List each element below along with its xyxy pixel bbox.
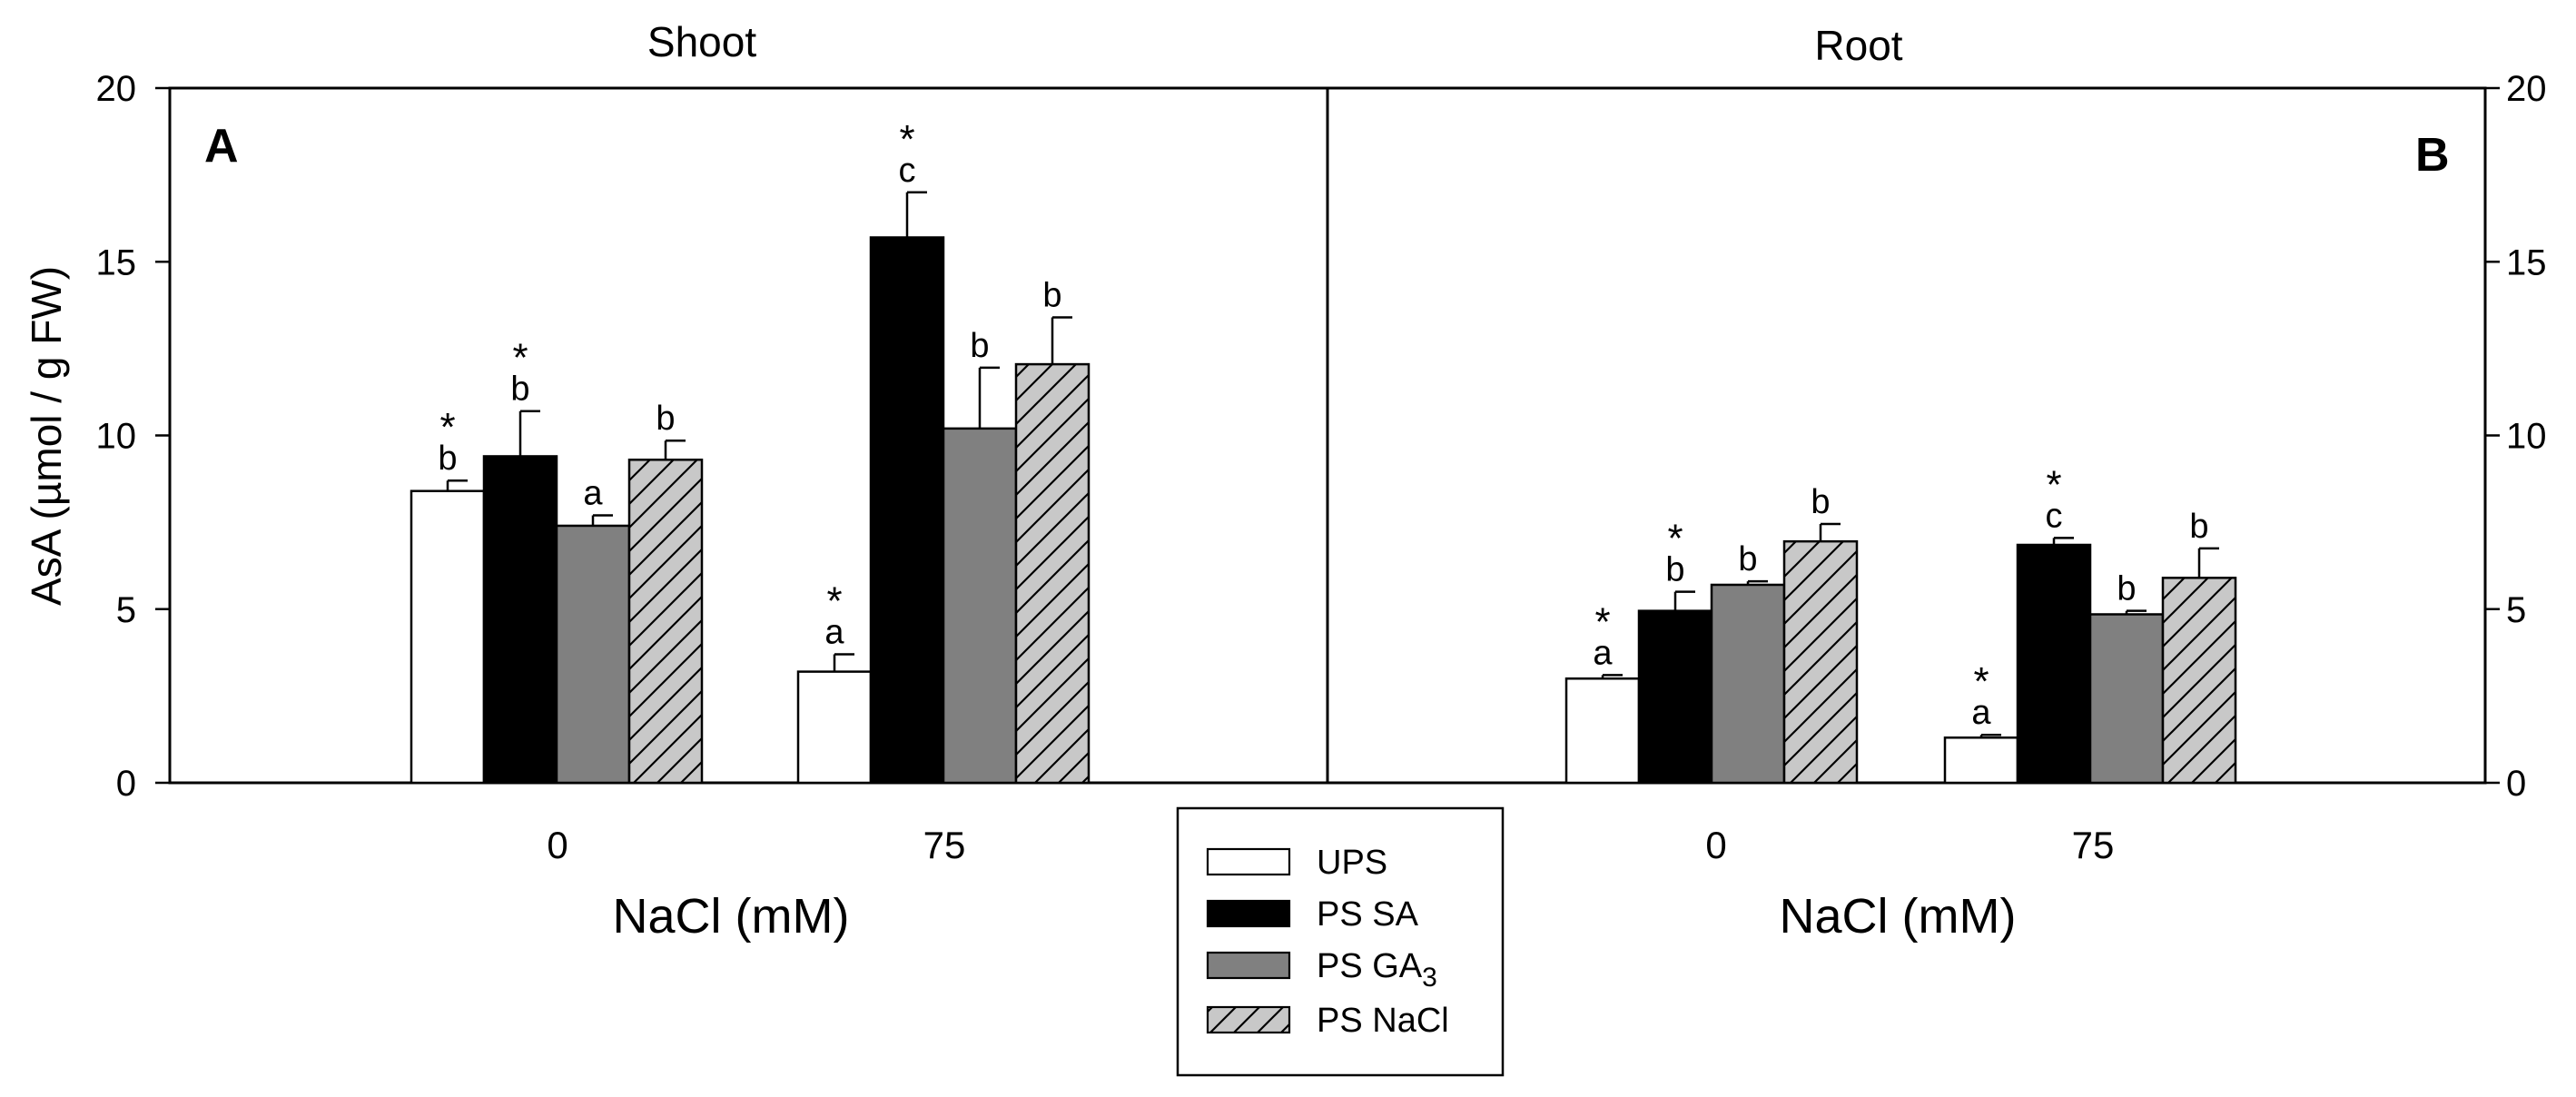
letter-panel-b-ps-sa-0: b — [1665, 551, 1684, 589]
letter-panel-b-ups-0: a — [1593, 634, 1613, 672]
letter-panel-a-ps-ga3-75: b — [970, 327, 989, 365]
letter-panel-a-ps-sa-0: b — [510, 371, 529, 409]
star-panel-b-ps-sa-75: * — [2046, 462, 2061, 507]
panel-b-category-label: 0 — [1705, 824, 1726, 866]
star-panel-b-ps-sa-0: * — [1667, 517, 1683, 561]
panel-a-y-axis: 0 5 10 15 20 — [96, 69, 170, 804]
bar-panel-a-ps-nacl-0 — [627, 459, 704, 785]
letter-panel-b-ps-ga3-75: b — [2117, 570, 2136, 608]
bar-panel-b-ups-0 — [1564, 677, 1641, 785]
panel-a-ylabel: AsA (µmol / g FW) — [23, 266, 70, 606]
legend-label-ps-ga3-main: PS GA — [1317, 947, 1423, 985]
letter-panel-b-ps-ga3-0: b — [1738, 540, 1757, 578]
letter-panel-a-ps-ga3-0: a — [583, 474, 603, 512]
panel-a-y-tick-label: 15 — [96, 242, 137, 282]
letter-panel-a-ps-sa-75: c — [899, 152, 916, 190]
panel-b-y-tick-label: 20 — [2506, 69, 2547, 109]
legend-label-ps-ga3: PS GA3 — [1317, 947, 1437, 993]
panel-b-y-tick-label: 5 — [2506, 590, 2526, 630]
bar-panel-b-ps-ga3-75 — [2088, 613, 2165, 785]
bar-panel-b-ps-nacl-0 — [1782, 539, 1859, 785]
panel-a-x-axis: 0 75 — [547, 824, 965, 866]
panel-a-category-label: 75 — [923, 824, 966, 866]
letter-panel-b-ps-nacl-75: b — [2189, 508, 2208, 546]
bar-panel-b-ps-sa-75 — [2016, 543, 2092, 785]
panel-a-category-label: 0 — [547, 824, 568, 866]
panel-b-x-axis: 0 75 — [1705, 824, 2114, 866]
panel-a-letter: A — [204, 120, 239, 173]
panel-a-y-tick-label: 5 — [116, 590, 136, 630]
panel-a-y-tick-label: 0 — [116, 764, 136, 804]
bar-panel-a-ups-75 — [796, 670, 873, 785]
legend-swatch-ps-nacl — [1206, 1005, 1291, 1034]
letter-panel-a-ps-nacl-0: b — [656, 400, 675, 438]
legend-label-ps-nacl: PS NaCl — [1317, 1002, 1449, 1040]
letter-panel-a-ps-nacl-75: b — [1042, 276, 1061, 314]
legend-swatch-ups — [1206, 847, 1291, 876]
star-panel-b-ups-0: * — [1594, 599, 1610, 644]
bar-panel-a-ps-nacl-75 — [1014, 362, 1091, 785]
panel-a-y-tick-label: 20 — [96, 69, 137, 109]
panel-b-frame — [1326, 86, 2487, 785]
bar-panel-b-ps-nacl-75 — [2161, 577, 2237, 785]
legend-label-ups: UPS — [1317, 844, 1387, 882]
bar-panel-b-ups-75 — [1943, 736, 2019, 785]
panel-b-letter: B — [2415, 129, 2450, 182]
letter-panel-b-ps-sa-75: c — [2046, 497, 2063, 535]
panel-a-xlabel: NaCl (mM) — [613, 889, 850, 944]
panel-b-category-label: 75 — [2072, 824, 2115, 866]
bar-panel-a-ups-0 — [410, 489, 486, 785]
panel-b-y-tick-label: 10 — [2506, 417, 2547, 457]
bar-panel-a-ps-sa-75 — [869, 236, 945, 785]
star-panel-a-ups-0: * — [439, 405, 455, 450]
panel-a: Shoot A NaCl (mM) AsA (µmol / g FW) 0 5 10… — [23, 18, 1329, 944]
panel-b-xlabel: NaCl (mM) — [1780, 889, 2017, 944]
star-panel-b-ups-75: * — [1973, 659, 1989, 704]
bar-panel-b-ps-sa-0 — [1637, 609, 1713, 785]
bar-panel-a-ps-ga3-75 — [942, 427, 1018, 785]
legend-swatch-ps-ga3 — [1206, 951, 1291, 980]
letter-panel-b-ps-nacl-0: b — [1811, 483, 1830, 521]
panel-b-y-axis: 0 5 10 15 20 — [2485, 69, 2547, 804]
legend: UPS PS SA PS GA3 PS NaCl — [1176, 806, 1505, 1077]
star-panel-a-ups-75: * — [826, 578, 842, 623]
panel-b-y-tick-label: 0 — [2506, 764, 2526, 804]
bar-panel-b-ps-ga3-0 — [1710, 583, 1786, 785]
star-panel-a-ps-sa-75: * — [899, 117, 914, 162]
bar-panel-a-ps-ga3-0 — [555, 524, 631, 785]
letter-panel-a-ups-75: a — [824, 613, 844, 651]
panel-b-y-tick-label: 15 — [2506, 242, 2547, 282]
legend-swatch-ps-sa — [1206, 899, 1291, 928]
legend-label-ps-sa: PS SA — [1317, 895, 1419, 934]
bar-panel-a-ps-sa-0 — [482, 455, 558, 785]
panel-a-y-tick-label: 10 — [96, 417, 137, 457]
letter-panel-b-ups-75: a — [1971, 694, 1991, 732]
star-panel-a-ps-sa-0: * — [512, 336, 528, 380]
panel-a-title: Shoot — [647, 18, 756, 65]
panel-a-frame — [168, 86, 1329, 785]
legend-label-ps-ga3-sub: 3 — [1422, 963, 1437, 993]
panel-b-title: Root — [1814, 22, 1902, 69]
letter-panel-a-ups-0: b — [438, 440, 457, 478]
